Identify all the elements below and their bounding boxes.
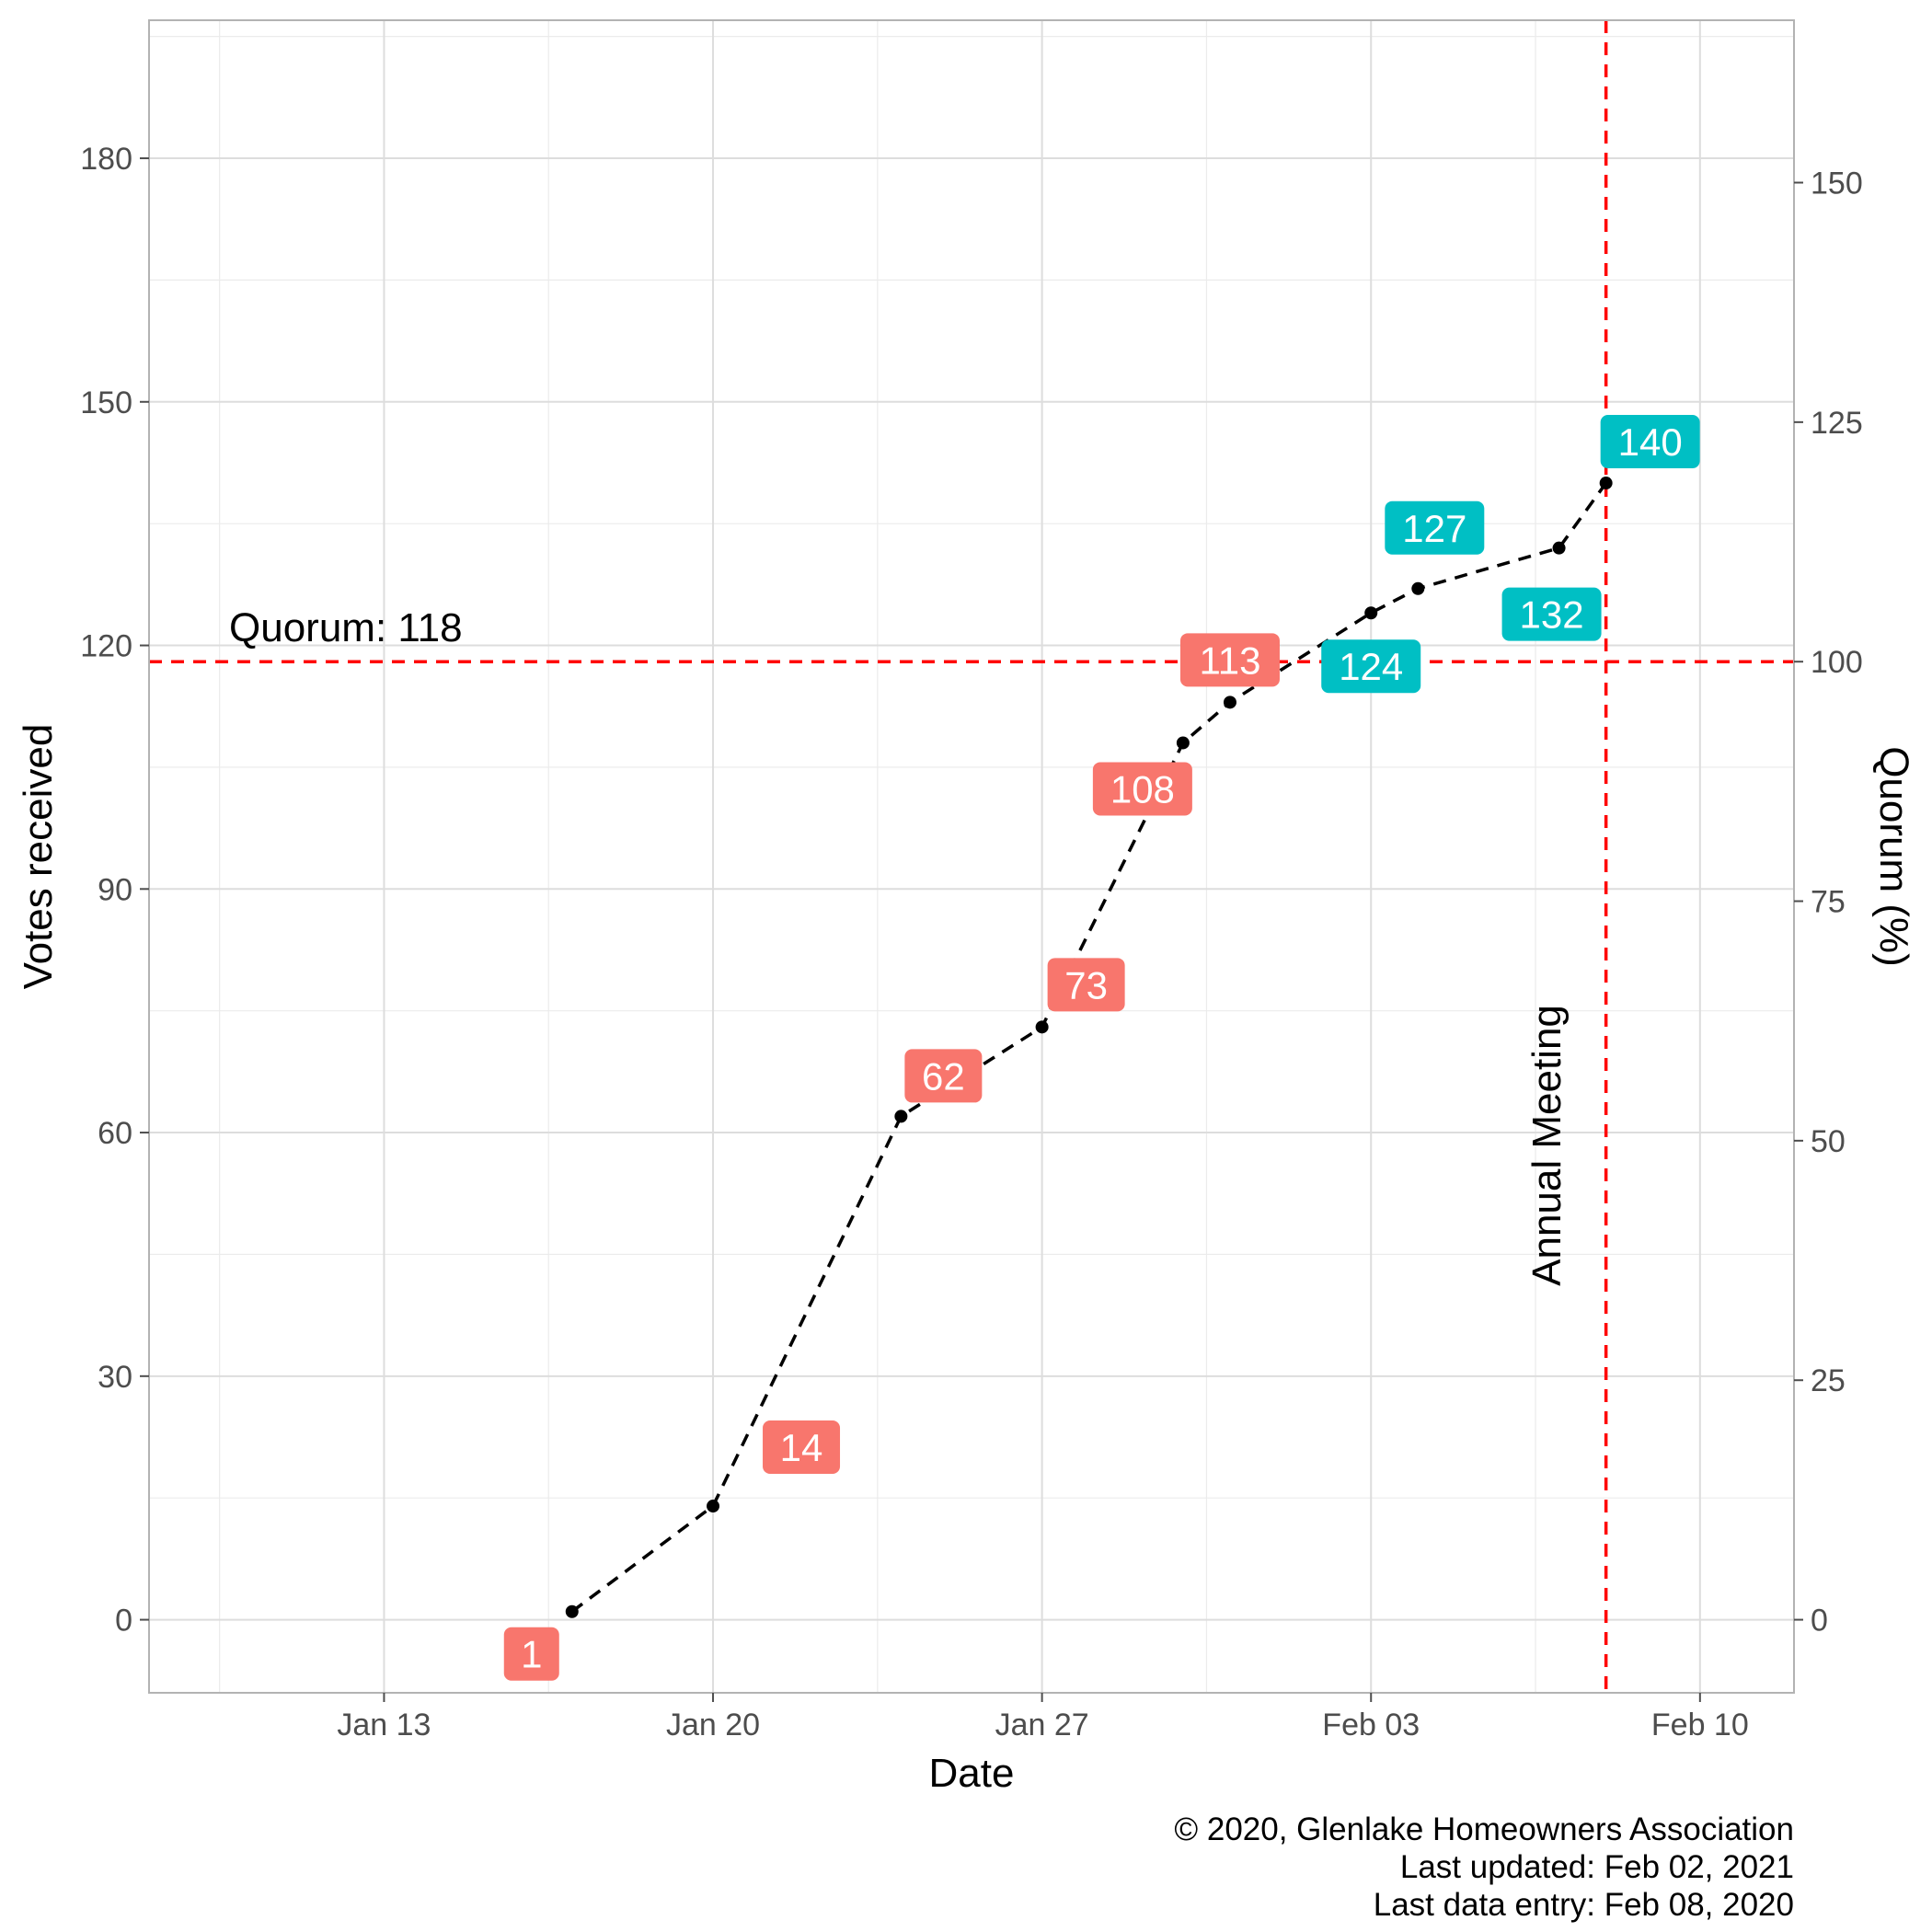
caption-line-copyright: © 2020, Glenlake Homeowners Association <box>1174 1811 1794 1847</box>
y2-tick-label: 75 <box>1811 885 1846 920</box>
data-point <box>894 1110 908 1123</box>
x-tick-label: Jan 13 <box>337 1708 431 1742</box>
data-point <box>1552 541 1566 555</box>
data-label-box <box>1092 762 1192 816</box>
data-label-box <box>1600 415 1700 469</box>
data-point <box>1599 477 1613 490</box>
y-tick-label: 60 <box>98 1116 132 1151</box>
data-point <box>565 1604 579 1618</box>
data-label: 108 <box>1110 767 1175 811</box>
y-tick-label: 90 <box>98 872 132 907</box>
x-tick-label: Feb 10 <box>1651 1708 1749 1742</box>
y-axis-title: Votes received <box>16 724 61 990</box>
x-axis-ticks: Jan 13 Jan 20 Jan 27 Feb 03 Feb 10 <box>337 1693 1749 1742</box>
y2-axis-ticks: 0 25 50 75 100 125 150 <box>1794 167 1863 1639</box>
annual-meeting-annotation: Annual Meeting <box>1524 1005 1570 1286</box>
minor-gridlines <box>149 20 1794 1693</box>
y2-tick-label: 125 <box>1811 406 1863 441</box>
data-label: 73 <box>1064 963 1108 1006</box>
y2-tick-label: 150 <box>1811 167 1863 201</box>
data-point <box>1176 736 1190 750</box>
data-label-box <box>904 1049 983 1103</box>
data-point <box>1364 606 1378 620</box>
x-axis-title: Date <box>929 1751 1015 1796</box>
x-tick-label: Feb 03 <box>1322 1708 1420 1742</box>
data-label: 124 <box>1339 645 1403 688</box>
data-label: 62 <box>922 1054 965 1098</box>
data-label: 14 <box>780 1426 823 1469</box>
y2-tick-label: 25 <box>1811 1363 1846 1398</box>
caption-line-data-entry: Last data entry: Feb 08, 2020 <box>1374 1887 1794 1923</box>
caption-line-updated: Last updated: Feb 02, 2021 <box>1400 1849 1794 1885</box>
data-point <box>707 1500 720 1513</box>
major-gridlines <box>149 20 1794 1693</box>
y-tick-label: 150 <box>80 385 132 420</box>
y-tick-label: 180 <box>80 142 132 177</box>
data-label: 1 <box>521 1633 542 1676</box>
x-tick-label: Jan 27 <box>995 1708 1089 1742</box>
y2-axis-title: Quorum (%) <box>1871 746 1916 967</box>
data-label-box <box>1501 587 1602 641</box>
data-label-box <box>1179 633 1280 687</box>
y2-tick-label: 100 <box>1811 645 1863 680</box>
reference-lines <box>149 20 1794 1693</box>
plot-panel-background <box>149 20 1794 1693</box>
y-tick-label: 120 <box>80 629 132 664</box>
data-labels-group: 1 14 62 73 108 113 124 127 132 140 <box>503 415 1700 1681</box>
x-tick-label: Jan 20 <box>666 1708 760 1742</box>
y-tick-label: 30 <box>98 1360 132 1395</box>
data-label-box <box>503 1627 559 1681</box>
data-label-box <box>763 1420 841 1475</box>
y-tick-label: 0 <box>115 1604 132 1639</box>
quorum-annotation: Quorum: 118 <box>229 605 463 650</box>
y2-tick-label: 50 <box>1811 1124 1846 1159</box>
data-label: 140 <box>1618 420 1683 464</box>
plot-panel-border <box>148 19 1795 1694</box>
data-label-box <box>1321 639 1421 694</box>
data-point <box>1035 1020 1049 1034</box>
data-label: 132 <box>1520 593 1584 637</box>
data-label: 113 <box>1199 638 1260 682</box>
data-point <box>1411 581 1425 595</box>
data-label-box <box>1385 500 1485 555</box>
data-label-box <box>1047 958 1125 1012</box>
data-point <box>1223 696 1236 709</box>
series-points-group <box>565 477 1613 1618</box>
y2-tick-label: 0 <box>1811 1604 1828 1639</box>
data-label: 127 <box>1402 507 1466 550</box>
y-axis-ticks: 0 30 60 90 120 150 180 <box>80 142 149 1639</box>
